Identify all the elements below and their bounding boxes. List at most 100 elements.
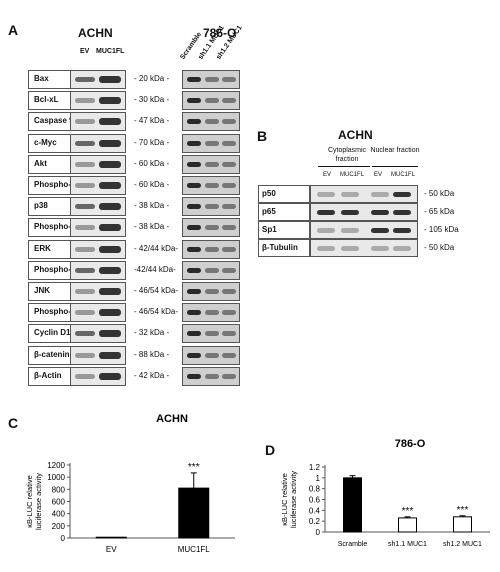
panel-a-blot-achn	[70, 218, 126, 237]
blot-band	[371, 210, 389, 215]
blot-band	[99, 118, 121, 125]
blot-band	[75, 353, 95, 358]
panel-letter-b: B	[257, 128, 268, 144]
panel-a-blot-achn	[70, 303, 126, 322]
blot-band	[99, 330, 121, 337]
y-tick-label: 0.6	[309, 496, 321, 505]
panel-a-row-kda: - 32 kDa -	[134, 328, 170, 337]
blot-band	[222, 98, 236, 103]
blot-band	[99, 352, 121, 359]
blot-band	[393, 228, 411, 233]
panel-a-row-label: Caspase 9	[34, 116, 74, 125]
y-tick-label: 0	[316, 528, 321, 537]
blot-band	[393, 210, 411, 215]
panel-a-row-kda: - 30 kDa -	[134, 95, 170, 104]
blot-band	[99, 267, 121, 274]
y-tick-label: 600	[52, 498, 66, 507]
blot-band	[205, 204, 219, 209]
blot-band	[205, 331, 219, 336]
blot-band	[222, 268, 236, 273]
blot-band	[99, 246, 121, 253]
blot-band	[222, 247, 236, 252]
panel-a-row-kda: - 47 kDa -	[134, 116, 170, 125]
blot-band	[99, 140, 121, 147]
y-axis-label: κB-LUC relativeluciferase activity	[280, 471, 298, 528]
panel-a-blot-achn	[70, 91, 126, 110]
panel-b-row-label: β-Tubulin	[262, 243, 298, 252]
panel-b-label-box	[258, 185, 310, 203]
panel-letter-a: A	[8, 22, 19, 38]
panel-a-blot-786o	[182, 346, 240, 365]
blot-band	[187, 98, 201, 103]
blot-band	[75, 98, 95, 103]
x-tick-label: MUC1FL	[178, 545, 211, 554]
blot-band	[75, 225, 95, 230]
panel-a-row-kda: - 42 kDa -	[134, 371, 170, 380]
blot-band	[75, 119, 95, 124]
blot-band	[341, 210, 359, 215]
panel-a-row-kda: - 46/54 kDa-	[134, 286, 179, 295]
blot-band	[317, 246, 335, 251]
blot-band	[205, 98, 219, 103]
panel-a-blot-786o	[182, 91, 240, 110]
panel-b-row-kda: - 65 kDa	[424, 207, 455, 216]
panel-b-row-kda: - 105 kDa	[424, 225, 459, 234]
blot-band	[317, 192, 335, 197]
chart-c: ACHN κB-LUC relativeluciferase activity 0 2…	[0, 410, 250, 567]
blot-band	[75, 310, 95, 315]
blot-band	[317, 210, 335, 215]
blot-band	[222, 331, 236, 336]
panel-b-label-box	[258, 221, 310, 239]
blot-band	[75, 183, 95, 188]
blot-band	[75, 247, 95, 252]
panel-b-row-label: Sp1	[262, 225, 277, 234]
panel-a-blot-786o	[182, 218, 240, 237]
blot-band	[205, 310, 219, 315]
panel-a-row-kda: - 46/54 kDa-	[134, 307, 179, 316]
panel-b-blot	[310, 221, 418, 239]
y-tick-label: 1.2	[309, 463, 321, 472]
panel-a-row-kda: - 60 kDa -	[134, 180, 170, 189]
y-axis-label: κB-LUC relativeluciferase activity	[25, 473, 43, 530]
blot-band	[75, 77, 95, 82]
x-tick-label: Scramble	[338, 541, 368, 548]
blot-band	[222, 183, 236, 188]
panel-a-blot-achn	[70, 282, 126, 301]
panel-a-row-label: c-Myc	[34, 138, 57, 147]
blot-band	[75, 162, 95, 167]
y-tick-label: 1200	[47, 461, 65, 470]
blot-band	[205, 183, 219, 188]
blot-band	[205, 77, 219, 82]
panel-b-label-box	[258, 239, 310, 257]
blot-band	[75, 289, 95, 294]
panel-a-row-label: ERK	[34, 244, 51, 253]
panel-a-blot-achn	[70, 197, 126, 216]
chart-title: ACHN	[156, 413, 188, 425]
panel-b-col-muc1fl-1: MUC1FL	[340, 172, 365, 178]
panel-b-label-box	[258, 203, 310, 221]
blot-band	[205, 374, 219, 379]
chart-c-svg: ACHN κB-LUC relativeluciferase activity 0 2…	[25, 413, 235, 554]
blot-band	[187, 162, 201, 167]
blot-band	[99, 309, 121, 316]
significance-label: ***	[188, 462, 200, 473]
y-tick-label: 800	[52, 485, 66, 494]
panel-b-fraction-cyto: Cytoplasmic fraction	[327, 147, 367, 163]
blot-band	[187, 268, 201, 273]
y-axis-label-line: κB-LUC relative	[25, 475, 34, 528]
panel-a-row-kda: - 60 kDa -	[134, 159, 170, 168]
bar	[178, 487, 210, 539]
panel-a-blot-achn	[70, 346, 126, 365]
panel-a-blot-achn	[70, 261, 126, 280]
blot-band	[187, 183, 201, 188]
panel-a-row-kda: -42/44 kDa-	[134, 265, 176, 274]
panel-b-blot	[310, 239, 418, 257]
y-tick-label: 0.4	[309, 506, 321, 515]
panel-b-cyto-bar	[318, 166, 370, 167]
panel-a-row-kda: - 38 kDa -	[134, 222, 170, 231]
panel-b-row-label: p65	[262, 207, 276, 216]
significance-label: ***	[457, 505, 469, 516]
panel-a-row-label: Phospho- Akt	[34, 180, 86, 189]
panel-a-row-label: Bcl-xL	[34, 95, 59, 104]
blot-band	[187, 289, 201, 294]
